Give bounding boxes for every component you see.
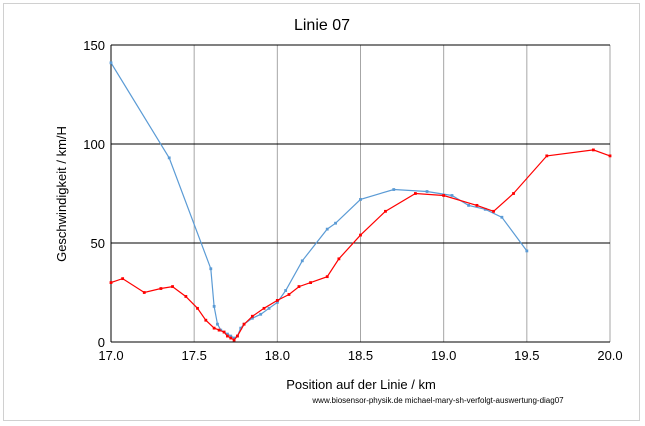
data-point bbox=[109, 61, 113, 65]
data-point bbox=[545, 154, 549, 158]
data-point bbox=[204, 318, 208, 322]
credit-text: www.biosensor-physik.de michael-mary-sh-… bbox=[311, 396, 564, 405]
y-tick-label: 100 bbox=[83, 137, 105, 152]
data-point bbox=[184, 295, 188, 298]
data-point bbox=[467, 203, 471, 207]
data-point bbox=[337, 257, 341, 261]
data-point bbox=[232, 336, 236, 340]
data-point bbox=[232, 338, 236, 342]
data-point bbox=[392, 188, 396, 191]
data-point bbox=[384, 209, 387, 213]
grid bbox=[110, 44, 611, 343]
data-point bbox=[450, 194, 454, 197]
data-point bbox=[608, 154, 612, 158]
data-point bbox=[475, 203, 479, 207]
data-point bbox=[325, 227, 329, 231]
data-point bbox=[287, 293, 291, 296]
chart-title: Linie 07 bbox=[294, 17, 350, 34]
x-tick-label: 19.0 bbox=[431, 348, 456, 363]
y-tick-labels: 0 50 100 150 bbox=[83, 38, 105, 350]
data-point bbox=[212, 326, 216, 330]
data-point bbox=[222, 330, 226, 334]
data-point bbox=[209, 267, 213, 271]
series-line-2 bbox=[110, 149, 611, 341]
data-point bbox=[121, 277, 125, 281]
data-point bbox=[267, 306, 271, 310]
data-point bbox=[196, 306, 199, 310]
data-point bbox=[212, 304, 216, 308]
x-tick-label: 20.0 bbox=[597, 348, 622, 363]
data-point bbox=[275, 301, 279, 304]
data-point bbox=[217, 328, 221, 332]
x-tick-label: 18.0 bbox=[265, 348, 290, 363]
data-point bbox=[483, 207, 487, 211]
data-point bbox=[284, 289, 288, 292]
data-point bbox=[242, 322, 246, 326]
y-axis-label: Geschwindigkeit / km/H bbox=[54, 126, 69, 262]
data-point bbox=[142, 291, 146, 294]
x-axis-label: Position auf der Linie / km bbox=[286, 377, 436, 392]
series-group bbox=[109, 61, 612, 342]
y-tick-label: 150 bbox=[83, 38, 105, 53]
data-point bbox=[250, 316, 254, 320]
data-point bbox=[525, 249, 529, 253]
data-point bbox=[171, 285, 174, 288]
data-point bbox=[219, 328, 223, 332]
data-point bbox=[297, 285, 301, 288]
data-point bbox=[359, 198, 362, 201]
data-point bbox=[359, 233, 362, 237]
data-point bbox=[425, 190, 429, 193]
data-point bbox=[239, 326, 243, 330]
data-point bbox=[259, 312, 263, 316]
data-point bbox=[591, 148, 595, 152]
data-point bbox=[250, 314, 254, 318]
data-point bbox=[500, 215, 504, 219]
data-point bbox=[109, 281, 113, 284]
data-point bbox=[334, 221, 337, 225]
data-point bbox=[325, 275, 329, 279]
x-tick-labels: 17.0 17.5 18.0 18.5 19.0 19.5 20.0 bbox=[98, 348, 622, 363]
y-tick-label: 50 bbox=[91, 236, 105, 251]
data-point bbox=[442, 194, 446, 197]
data-point bbox=[512, 192, 515, 195]
y-tick-label: 0 bbox=[98, 335, 105, 350]
chart-frame bbox=[3, 3, 640, 421]
data-point bbox=[229, 334, 233, 338]
data-point bbox=[167, 156, 171, 160]
x-tick-label: 17.0 bbox=[98, 348, 123, 363]
series-line-1 bbox=[110, 62, 528, 339]
data-point bbox=[309, 281, 312, 284]
data-point bbox=[413, 192, 417, 195]
data-point bbox=[229, 336, 233, 340]
data-point bbox=[275, 299, 279, 302]
data-point bbox=[226, 334, 229, 338]
data-point bbox=[262, 306, 266, 310]
data-point bbox=[159, 287, 163, 290]
data-point bbox=[226, 332, 229, 336]
data-point bbox=[236, 334, 239, 338]
x-tick-label: 18.5 bbox=[348, 348, 373, 363]
data-point bbox=[216, 322, 219, 326]
x-tick-label: 19.5 bbox=[514, 348, 539, 363]
data-point bbox=[300, 259, 304, 263]
data-point bbox=[492, 209, 495, 213]
x-tick-label: 17.5 bbox=[182, 348, 207, 363]
